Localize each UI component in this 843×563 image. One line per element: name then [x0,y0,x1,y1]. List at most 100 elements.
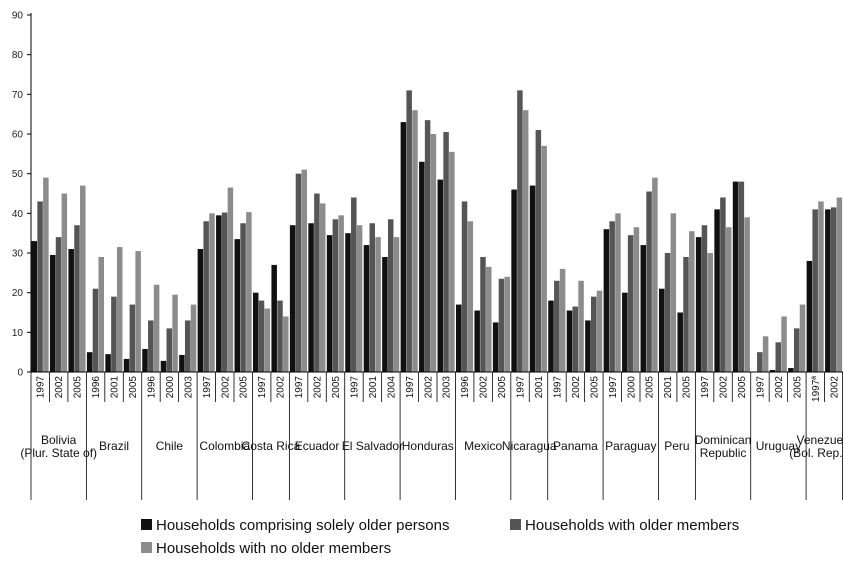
bar-no-older [98,256,104,372]
bar-no-older [799,304,806,372]
x-year-label: 2005 [645,376,656,399]
x-country-label-line: Bolivia [41,433,77,447]
bar-no-older [781,316,787,372]
x-year-label: 2002 [829,376,840,399]
x-year-label: 1996 [460,376,471,399]
bar-with-older [627,235,634,372]
bar-solely-older [216,215,222,372]
bar-solely-older [788,368,794,372]
x-country-label: Brazil [99,439,129,453]
x-country-label-line: Paraguay [605,439,656,453]
x-year-label: 2002 [313,376,324,399]
bar-no-older [80,185,86,372]
x-year-label: 1996 [91,376,102,399]
legend: Households comprising solely older perso… [141,517,739,557]
bar-no-older [744,217,750,372]
bar-no-older [43,177,49,372]
bar-solely-older [197,249,204,372]
x-country-label: Dominican Republic [695,433,752,460]
bar-solely-older [825,209,831,372]
y-tick-label: 30 [12,249,24,260]
bar-with-older [129,304,136,372]
x-year-label: 2000 [165,376,176,399]
bar-no-older [61,193,68,372]
x-year-label: 1997 [257,376,268,399]
x-year-label: 1997 [516,376,527,399]
bar-with-older [111,296,117,372]
x-country-label: Colombia [199,439,250,453]
bar-with-older [572,306,579,372]
legend-label: Households with no older members [156,540,391,557]
bar-with-older [166,328,173,372]
x-country-label-line: El Salvador [342,439,403,453]
x-country-label-line: Panama [553,439,598,453]
x-year-label: 2005 [128,376,139,399]
bar-with-older [590,296,597,372]
bar-no-older [172,294,178,372]
bar-no-older [633,227,640,372]
bar-solely-older [732,181,739,372]
x-country-label: Panama [553,439,598,453]
x-year-label: 2001 [368,376,379,399]
legend-swatch [141,519,152,530]
x-year-label: 2001 [534,376,545,399]
bar-with-older [221,212,228,372]
x-country-label: Nicaragua [502,439,557,453]
bar-solely-older [455,304,462,372]
x-year-label: 1997 [552,376,563,399]
bar-with-older [535,130,542,372]
bar-with-older [277,300,283,372]
bar-solely-older [234,239,241,372]
bar-solely-older [179,354,185,372]
x-country-label: Bolivia (Plur. State of) [20,433,97,460]
bar-solely-older [806,260,813,372]
bar-with-older [92,288,99,372]
bar-with-older [646,191,652,372]
bar-no-older [449,151,455,372]
bar-no-older [818,201,824,372]
bar-no-older [836,197,843,372]
bar-solely-older [529,185,536,372]
x-country-label-line: Honduras [402,439,454,453]
bar-with-older [480,256,486,372]
bar-solely-older [68,249,74,372]
x-country-label-line: Mexico [464,439,502,453]
bar-with-older [184,320,191,372]
bar-with-older [258,300,265,372]
bar-with-older [793,328,800,372]
bar-no-older [689,231,695,372]
x-year-label: 1997 [405,376,416,399]
bar-solely-older [142,348,148,372]
bar-no-older [264,308,271,372]
bar-no-older [209,213,215,372]
bar-solely-older [160,360,167,372]
x-year-label: 2001 [110,376,121,399]
bar-solely-older [714,209,720,372]
bar-no-older [578,280,584,372]
bar-solely-older [437,179,444,372]
bar-with-older [443,132,449,372]
x-year-label: 2002 [479,376,490,399]
bar-no-older [559,268,566,372]
x-country-label-line: Republic [700,446,747,460]
legend-label: Households comprising solely older perso… [156,517,449,534]
x-year-label: 1997 [294,376,305,399]
bar-no-older [375,237,381,372]
x-year-label: 2005 [331,376,342,399]
bar-solely-older [105,354,111,372]
x-year-label: 2005 [73,376,84,399]
bar-no-older [486,266,492,372]
x-year-label: 2001 [663,376,674,399]
legend-label: Households with older members [525,517,739,534]
x-year-label: 2003 [183,376,194,399]
bar-solely-older [271,264,277,372]
bar-with-older [609,221,615,372]
bar-no-older [190,304,197,372]
x-year-label: 2002 [220,376,231,399]
bar-no-older [283,316,289,372]
bar-with-older [406,90,412,373]
bar-with-older [369,223,376,372]
x-country-label: Chile [156,439,184,453]
y-axis: 0 10 20 30 40 50 60 70 80 90 [12,11,32,379]
